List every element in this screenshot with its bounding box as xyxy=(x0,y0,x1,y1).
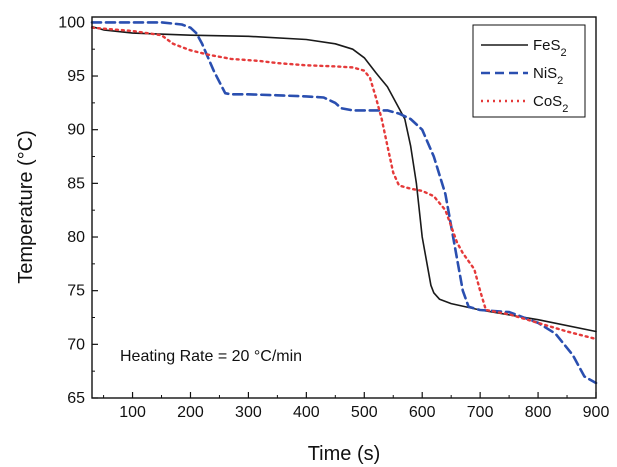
y-tick-label: 100 xyxy=(58,14,85,31)
annotation-heating-rate: Heating Rate = 20 °C/min xyxy=(120,348,302,365)
legend-label-nis2: NiS2 xyxy=(533,65,563,87)
chart-marks: 100 200 300 400 500 600 700 800 900 65 70 75 80 85 90 9… xyxy=(58,14,609,421)
y-tick-label: 95 xyxy=(67,68,85,85)
legend: FeS2 NiS2 CoS2 xyxy=(472,24,586,118)
x-tick-label: 100 xyxy=(119,404,146,421)
y-tick-label: 65 xyxy=(67,390,85,407)
plot-frame xyxy=(91,16,597,399)
series-line-nis2 xyxy=(90,21,598,385)
x-tick-label: 500 xyxy=(351,404,378,421)
x-tick-label: 800 xyxy=(525,404,552,421)
x-tick-label: 300 xyxy=(235,404,262,421)
x-tick-label: 700 xyxy=(467,404,494,421)
series-line-cos2 xyxy=(90,26,598,341)
y-tick-label: 70 xyxy=(67,336,85,353)
y-tick-label: 75 xyxy=(67,283,85,300)
legend-label-cos2: CoS2 xyxy=(533,93,568,115)
x-tick-label: 900 xyxy=(583,404,610,421)
legend-items: FeS2 NiS2 CoS2 xyxy=(481,37,568,115)
x-tick-label: 400 xyxy=(293,404,320,421)
legend-box xyxy=(472,24,586,118)
x-axis-title: Time (s) xyxy=(308,443,381,465)
x-tick-label: 200 xyxy=(177,404,204,421)
legend-label-fes2: FeS2 xyxy=(533,37,567,59)
y-tick-label: 90 xyxy=(67,122,85,139)
x-tick-label: 600 xyxy=(409,404,436,421)
y-tick-label: 80 xyxy=(67,229,85,246)
y-tick-label: 85 xyxy=(67,175,85,192)
y-axis-title: Temperature (°C) xyxy=(15,130,37,284)
